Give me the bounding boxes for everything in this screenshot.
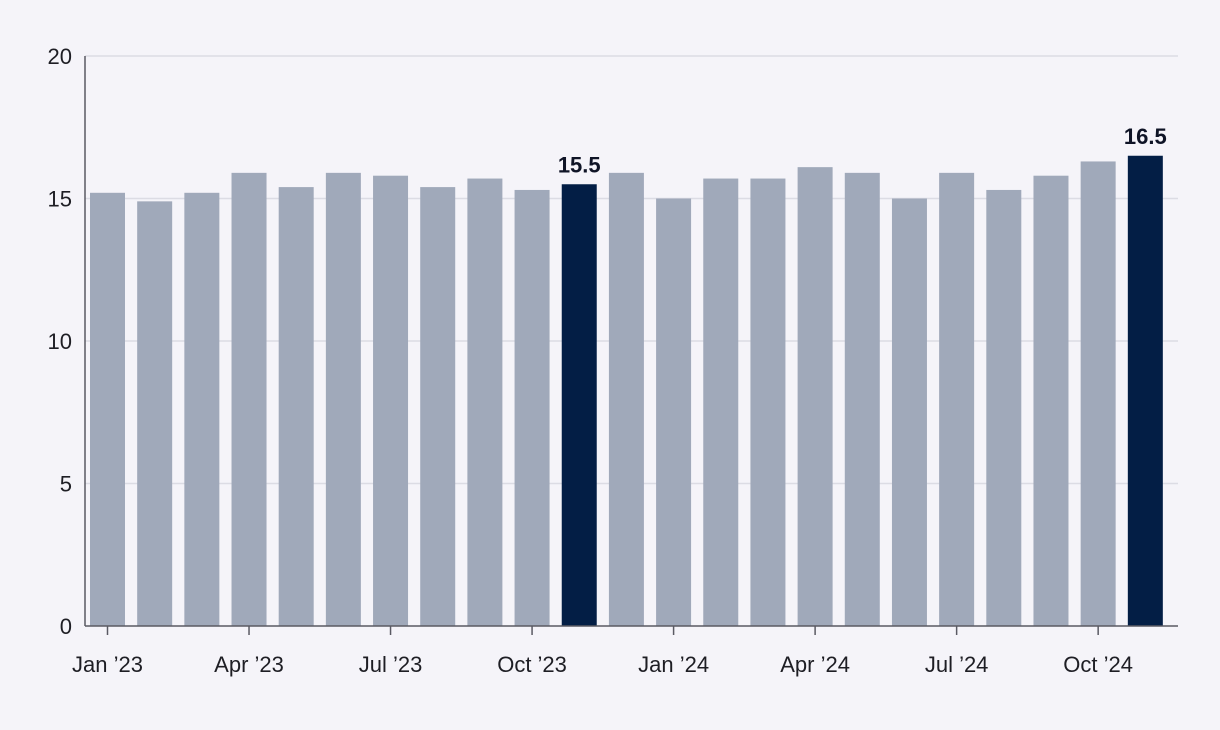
y-tick-label: 0 [60,614,72,639]
bar [467,178,503,627]
x-tick-label: Jan ’24 [638,652,709,677]
bar [939,172,975,626]
bar-highlighted [561,184,597,626]
data-label: 15.5 [558,152,601,177]
bar [90,192,125,627]
bar [750,178,786,627]
bar [608,172,644,626]
y-tick-label: 10 [48,329,72,354]
bar [325,172,361,626]
labels: 0 5 10 15 20 Jan ’23 Apr ’23 Jul ’23 Oct ’23 Jan … [48,44,1167,677]
bar [231,172,267,626]
y-tick-label: 5 [60,472,72,497]
y-tick-label: 20 [48,44,72,69]
y-tick-label: 15 [48,187,72,212]
x-tick-label: Apr ’23 [214,652,284,677]
bar-highlighted [1127,155,1163,626]
bar [514,189,550,626]
data-label: 16.5 [1124,124,1167,149]
bar [891,198,927,626]
bar [844,172,880,626]
bar [184,192,220,627]
axes [84,56,1178,635]
x-tick-label: Oct ’23 [497,652,567,677]
bar [656,198,692,626]
x-tick-label: Jul ’23 [359,652,423,677]
bars [90,155,1163,627]
x-tick-label: Oct ’24 [1063,652,1133,677]
bar [797,167,833,626]
bar [1080,161,1116,626]
x-tick-label: Jan ’23 [72,652,143,677]
x-tick-label: Jul ’24 [925,652,989,677]
bar [986,189,1022,626]
bar [137,201,173,626]
bar [420,187,456,626]
bar [1033,175,1069,626]
x-tick-label: Apr ’24 [780,652,850,677]
bar [373,175,409,626]
bar [703,178,739,627]
bar [278,187,314,626]
